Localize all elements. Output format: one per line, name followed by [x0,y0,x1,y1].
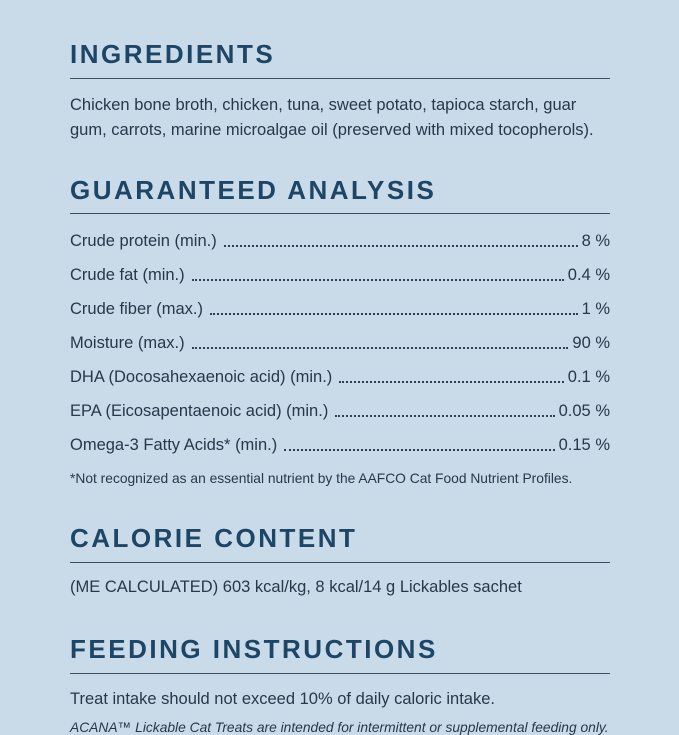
analysis-value: 0.4 % [567,265,610,284]
calorie-content-section: CALORIE CONTENT (ME CALCULATED) 603 kcal… [70,524,610,597]
ingredients-title: INGREDIENTS [70,39,276,69]
feeding-instructions-section: FEEDING INSTRUCTIONS Treat intake should… [70,635,610,735]
ingredients-section: INGREDIENTS Chicken bone broth, chicken,… [70,40,610,144]
guaranteed-analysis-title: GUARANTEED ANALYSIS [70,174,437,205]
analysis-value: 0.1 % [567,367,610,386]
calorie-content-title: CALORIE CONTENT [70,523,358,554]
analysis-label: Omega-3 Fatty Acids* (min.) [70,435,278,454]
analysis-label: Crude fat (min.) [70,265,185,284]
analysis-value: 90 % [572,333,610,352]
analysis-row-omega3: Omega-3 Fatty Acids* (min.) 0.15 % [70,428,610,462]
analysis-value: 0.05 % [558,401,610,420]
analysis-label: Moisture (max.) [70,333,185,352]
guaranteed-analysis-divider [70,213,610,215]
analysis-label: Crude fiber (max.) [70,299,203,318]
guaranteed-analysis-table: Crude protein (min.) 8 % Crude fat (min.… [70,224,610,462]
ingredients-text: Chicken bone broth, chicken, tuna, sweet… [70,95,594,140]
dot-leader [335,414,555,417]
analysis-row-moisture: Moisture (max.) 90 % [70,326,610,360]
analysis-row-crude-fiber: Crude fiber (max.) 1 % [70,292,610,326]
analysis-row-crude-fat: Crude fat (min.) 0.4 % [70,258,610,292]
calorie-content-text: (ME CALCULATED) 603 kcal/kg, 8 kcal/14 g… [70,577,522,596]
feeding-instructions-title: FEEDING INSTRUCTIONS [70,633,438,664]
aafco-footnote: *Not recognized as an essential nutrient… [70,471,573,487]
analysis-value: 8 % [581,231,610,250]
analysis-label: Crude protein (min.) [70,231,217,250]
dot-leader [284,448,555,451]
calorie-content-divider [70,561,610,563]
guaranteed-analysis-section: GUARANTEED ANALYSIS Crude protein (min.)… [70,174,610,487]
analysis-value: 1 % [581,299,610,318]
analysis-label: EPA (Eicosapentaenoic acid) (min.) [70,401,329,420]
dot-leader [223,244,578,247]
ingredients-divider [70,77,610,79]
analysis-row-epa: EPA (Eicosapentaenoic acid) (min.) 0.05 … [70,394,610,428]
dot-leader [191,278,564,281]
dot-leader [339,380,564,383]
dot-leader [191,346,569,349]
analysis-row-crude-protein: Crude protein (min.) 8 % [70,224,610,258]
feeding-instructions-divider [70,672,610,674]
pet-food-label-panel: INGREDIENTS Chicken bone broth, chicken,… [70,40,610,735]
dot-leader [209,312,578,315]
analysis-row-dha: DHA (Docosahexaenoic acid) (min.) 0.1 % [70,360,610,394]
supplemental-feeding-note: ACANA™ Lickable Cat Treats are intended … [70,719,609,735]
feeding-instructions-text: Treat intake should not exceed 10% of da… [70,689,495,708]
analysis-label: DHA (Docosahexaenoic acid) (min.) [70,367,333,386]
analysis-value: 0.15 % [558,435,610,454]
